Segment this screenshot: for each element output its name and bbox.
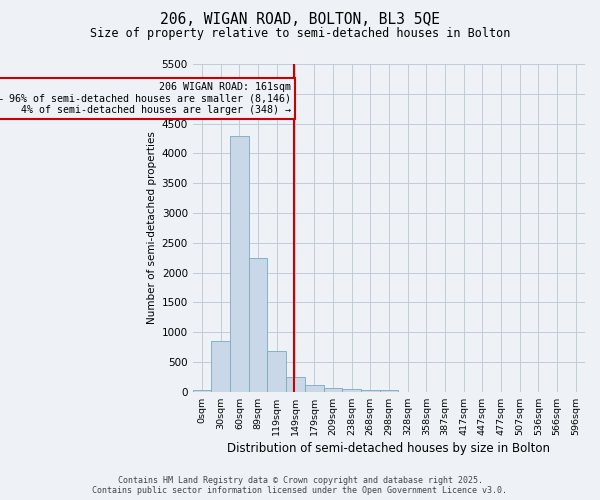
Bar (193, 390, 211, 392)
Text: 206, WIGAN ROAD, BOLTON, BL3 5QE: 206, WIGAN ROAD, BOLTON, BL3 5QE (160, 12, 440, 28)
Bar (323, 388, 342, 392)
Bar (230, 136, 249, 392)
Text: Contains HM Land Registry data © Crown copyright and database right 2025.
Contai: Contains HM Land Registry data © Crown c… (92, 476, 508, 495)
Bar (249, 258, 268, 392)
Bar (211, 341, 230, 392)
X-axis label: Distribution of semi-detached houses by size in Bolton: Distribution of semi-detached houses by … (227, 442, 550, 455)
Bar (268, 352, 286, 392)
Bar (305, 384, 323, 392)
Bar (342, 389, 361, 392)
Y-axis label: Number of semi-detached properties: Number of semi-detached properties (148, 132, 157, 324)
Bar (380, 390, 398, 392)
Text: Size of property relative to semi-detached houses in Bolton: Size of property relative to semi-detach… (90, 28, 510, 40)
Bar (361, 390, 380, 392)
Bar (286, 377, 305, 392)
Text: 206 WIGAN ROAD: 161sqm
← 96% of semi-detached houses are smaller (8,146)
  4% of: 206 WIGAN ROAD: 161sqm ← 96% of semi-det… (0, 82, 291, 115)
